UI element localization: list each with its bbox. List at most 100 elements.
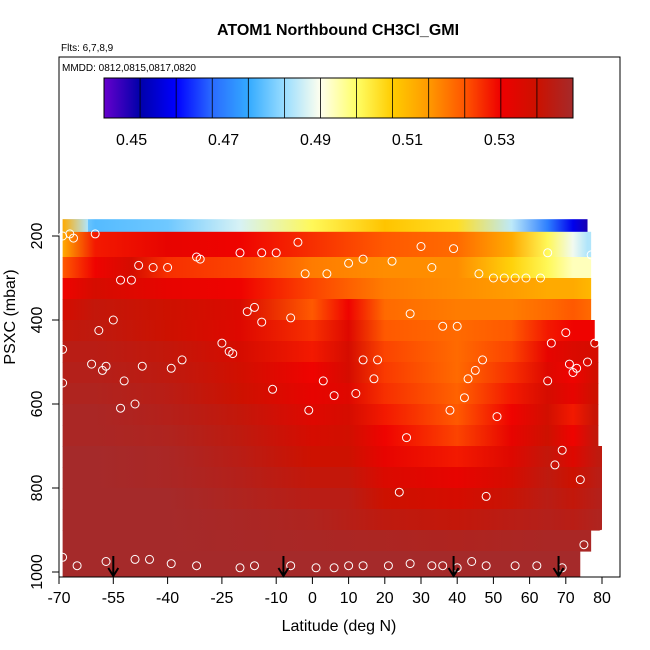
flight-marker-arrowhead — [447, 567, 460, 578]
y-tick-label: 600 — [29, 391, 46, 418]
x-tick-label: 70 — [557, 590, 575, 607]
sample-point — [402, 433, 412, 443]
x-tick-label: 50 — [485, 590, 503, 607]
sample-point — [459, 393, 469, 403]
sample-point — [126, 275, 136, 285]
x-axis: -70 -55 -40 -25 -10 0 10 20 30 40 50 60 70 80 — [47, 576, 611, 607]
sample-point — [463, 374, 473, 384]
sample-point — [90, 229, 100, 239]
x-tick-label: 0 — [308, 590, 317, 607]
sample-point — [394, 487, 404, 497]
curtain-band — [62, 551, 581, 577]
x-tick-label: -10 — [265, 590, 288, 607]
sample-point — [304, 405, 314, 415]
curtain-band-edge — [62, 219, 88, 232]
sample-point — [572, 363, 582, 373]
colorbar-tick-label: 0.51 — [392, 132, 423, 149]
sample-point — [470, 365, 480, 375]
curtain-band — [62, 299, 592, 321]
curtain-band — [62, 467, 603, 489]
x-tick-label: -40 — [156, 590, 179, 607]
sample-point — [166, 363, 176, 373]
sample-point — [192, 561, 202, 571]
sample-point — [130, 554, 140, 564]
colorbar-tick-label: 0.49 — [300, 132, 331, 149]
curtain-band — [62, 425, 599, 447]
sample-point — [166, 559, 176, 569]
sample-point — [521, 273, 531, 283]
sample-point — [474, 269, 484, 279]
sample-point — [344, 561, 354, 571]
colorbar-tick-label: 0.45 — [116, 132, 147, 149]
sample-point — [416, 242, 426, 251]
colorbar: 0.45 0.47 0.49 0.51 0.53 — [103, 77, 574, 149]
colorbar-frame — [103, 77, 574, 119]
sample-point — [467, 557, 477, 566]
sample-point — [300, 269, 310, 279]
sample-point — [579, 540, 589, 550]
chart-title: ATOM1 Northbound CH3Cl_GMI — [217, 22, 459, 39]
sample-point — [101, 557, 111, 566]
curtain-band — [62, 530, 592, 552]
sample-point — [318, 376, 328, 386]
sample-point — [492, 412, 502, 422]
sample-point — [438, 561, 448, 571]
sample-point — [481, 491, 491, 501]
sample-point — [329, 391, 339, 401]
sample-point — [550, 460, 560, 470]
y-tick-label: 800 — [29, 475, 46, 502]
sample-point — [293, 237, 303, 247]
sample-point — [101, 361, 111, 371]
sample-points — [58, 229, 607, 573]
x-tick-label: 40 — [448, 590, 466, 607]
sample-point — [543, 248, 553, 258]
sample-point — [449, 244, 459, 254]
sample-point — [387, 256, 397, 266]
sample-point — [481, 561, 491, 571]
y-tick-label: 1000 — [29, 554, 46, 590]
flights-note: Flts: 6,7,8,9 — [61, 43, 114, 54]
sample-point — [195, 254, 205, 264]
flight-markers — [107, 556, 565, 578]
sample-point — [94, 326, 104, 335]
sample-point — [311, 563, 321, 573]
x-tick-label: 20 — [376, 590, 394, 607]
sample-point — [445, 405, 455, 415]
sample-point — [163, 263, 173, 272]
x-tick-label: -25 — [210, 590, 233, 607]
curtain-band — [62, 278, 592, 300]
y-axis: 200 400 600 800 1000 — [29, 223, 60, 590]
sample-point — [235, 248, 245, 258]
sample-point — [358, 254, 368, 264]
sample-point — [510, 561, 520, 571]
sample-point — [134, 260, 144, 270]
curtain-band — [62, 219, 588, 233]
sample-point — [119, 376, 129, 386]
sample-point — [145, 554, 154, 564]
x-tick-label: 80 — [593, 590, 611, 607]
sample-point — [383, 561, 393, 571]
sample-point — [249, 302, 259, 312]
sample-point — [405, 309, 415, 319]
colorbar-tick-label: 0.53 — [484, 132, 515, 149]
flight-marker-arrowhead — [552, 567, 565, 578]
sample-point — [257, 317, 267, 327]
sample-point — [257, 248, 267, 258]
y-axis-label: PSXC (mbar) — [2, 269, 19, 364]
sample-point — [583, 357, 593, 367]
sample-point — [405, 559, 415, 569]
curtain-band — [62, 320, 595, 342]
y-tick-label: 200 — [29, 223, 46, 250]
sample-point — [358, 561, 368, 571]
sample-point — [452, 321, 462, 331]
sample-point — [373, 355, 383, 365]
sample-point — [217, 338, 227, 348]
curtain-band — [62, 404, 599, 426]
sample-point — [543, 376, 553, 386]
sample-point — [286, 313, 296, 323]
x-tick-label: 60 — [521, 590, 539, 607]
sample-point — [488, 273, 498, 283]
y-tick-label: 400 — [29, 307, 46, 334]
sample-point — [597, 529, 607, 539]
